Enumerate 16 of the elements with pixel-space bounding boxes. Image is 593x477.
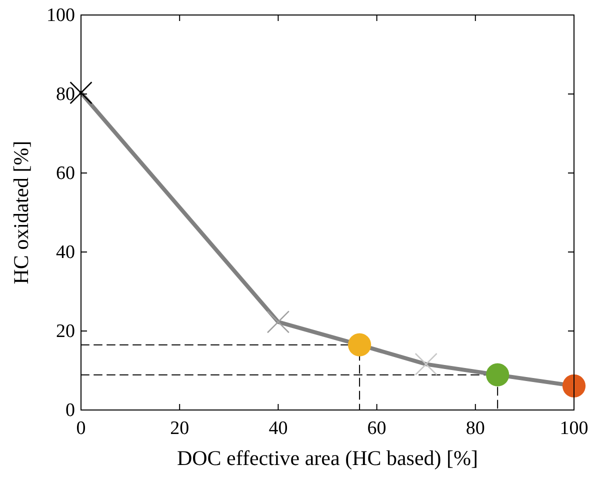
y-tick-label: 40 [56,242,75,263]
y-tick-label: 0 [66,400,75,421]
y-tick-label: 100 [46,5,75,26]
y-tick-label: 80 [56,84,75,105]
x-tick-label: 100 [560,418,588,439]
x-tick-label: 80 [466,418,485,439]
point [486,363,510,386]
x-tick-label: 40 [268,418,288,439]
y-tick-label: 60 [56,163,75,184]
x-tick-label: 60 [367,418,386,439]
y-axis-title: HC oxidated [%] [9,140,33,284]
point [562,374,586,398]
x-axis-title: DOC effective area (HC based) [%] [176,446,478,470]
y-tick-label: 20 [56,321,75,342]
point [348,333,372,356]
x-tick-label: 20 [170,418,190,439]
